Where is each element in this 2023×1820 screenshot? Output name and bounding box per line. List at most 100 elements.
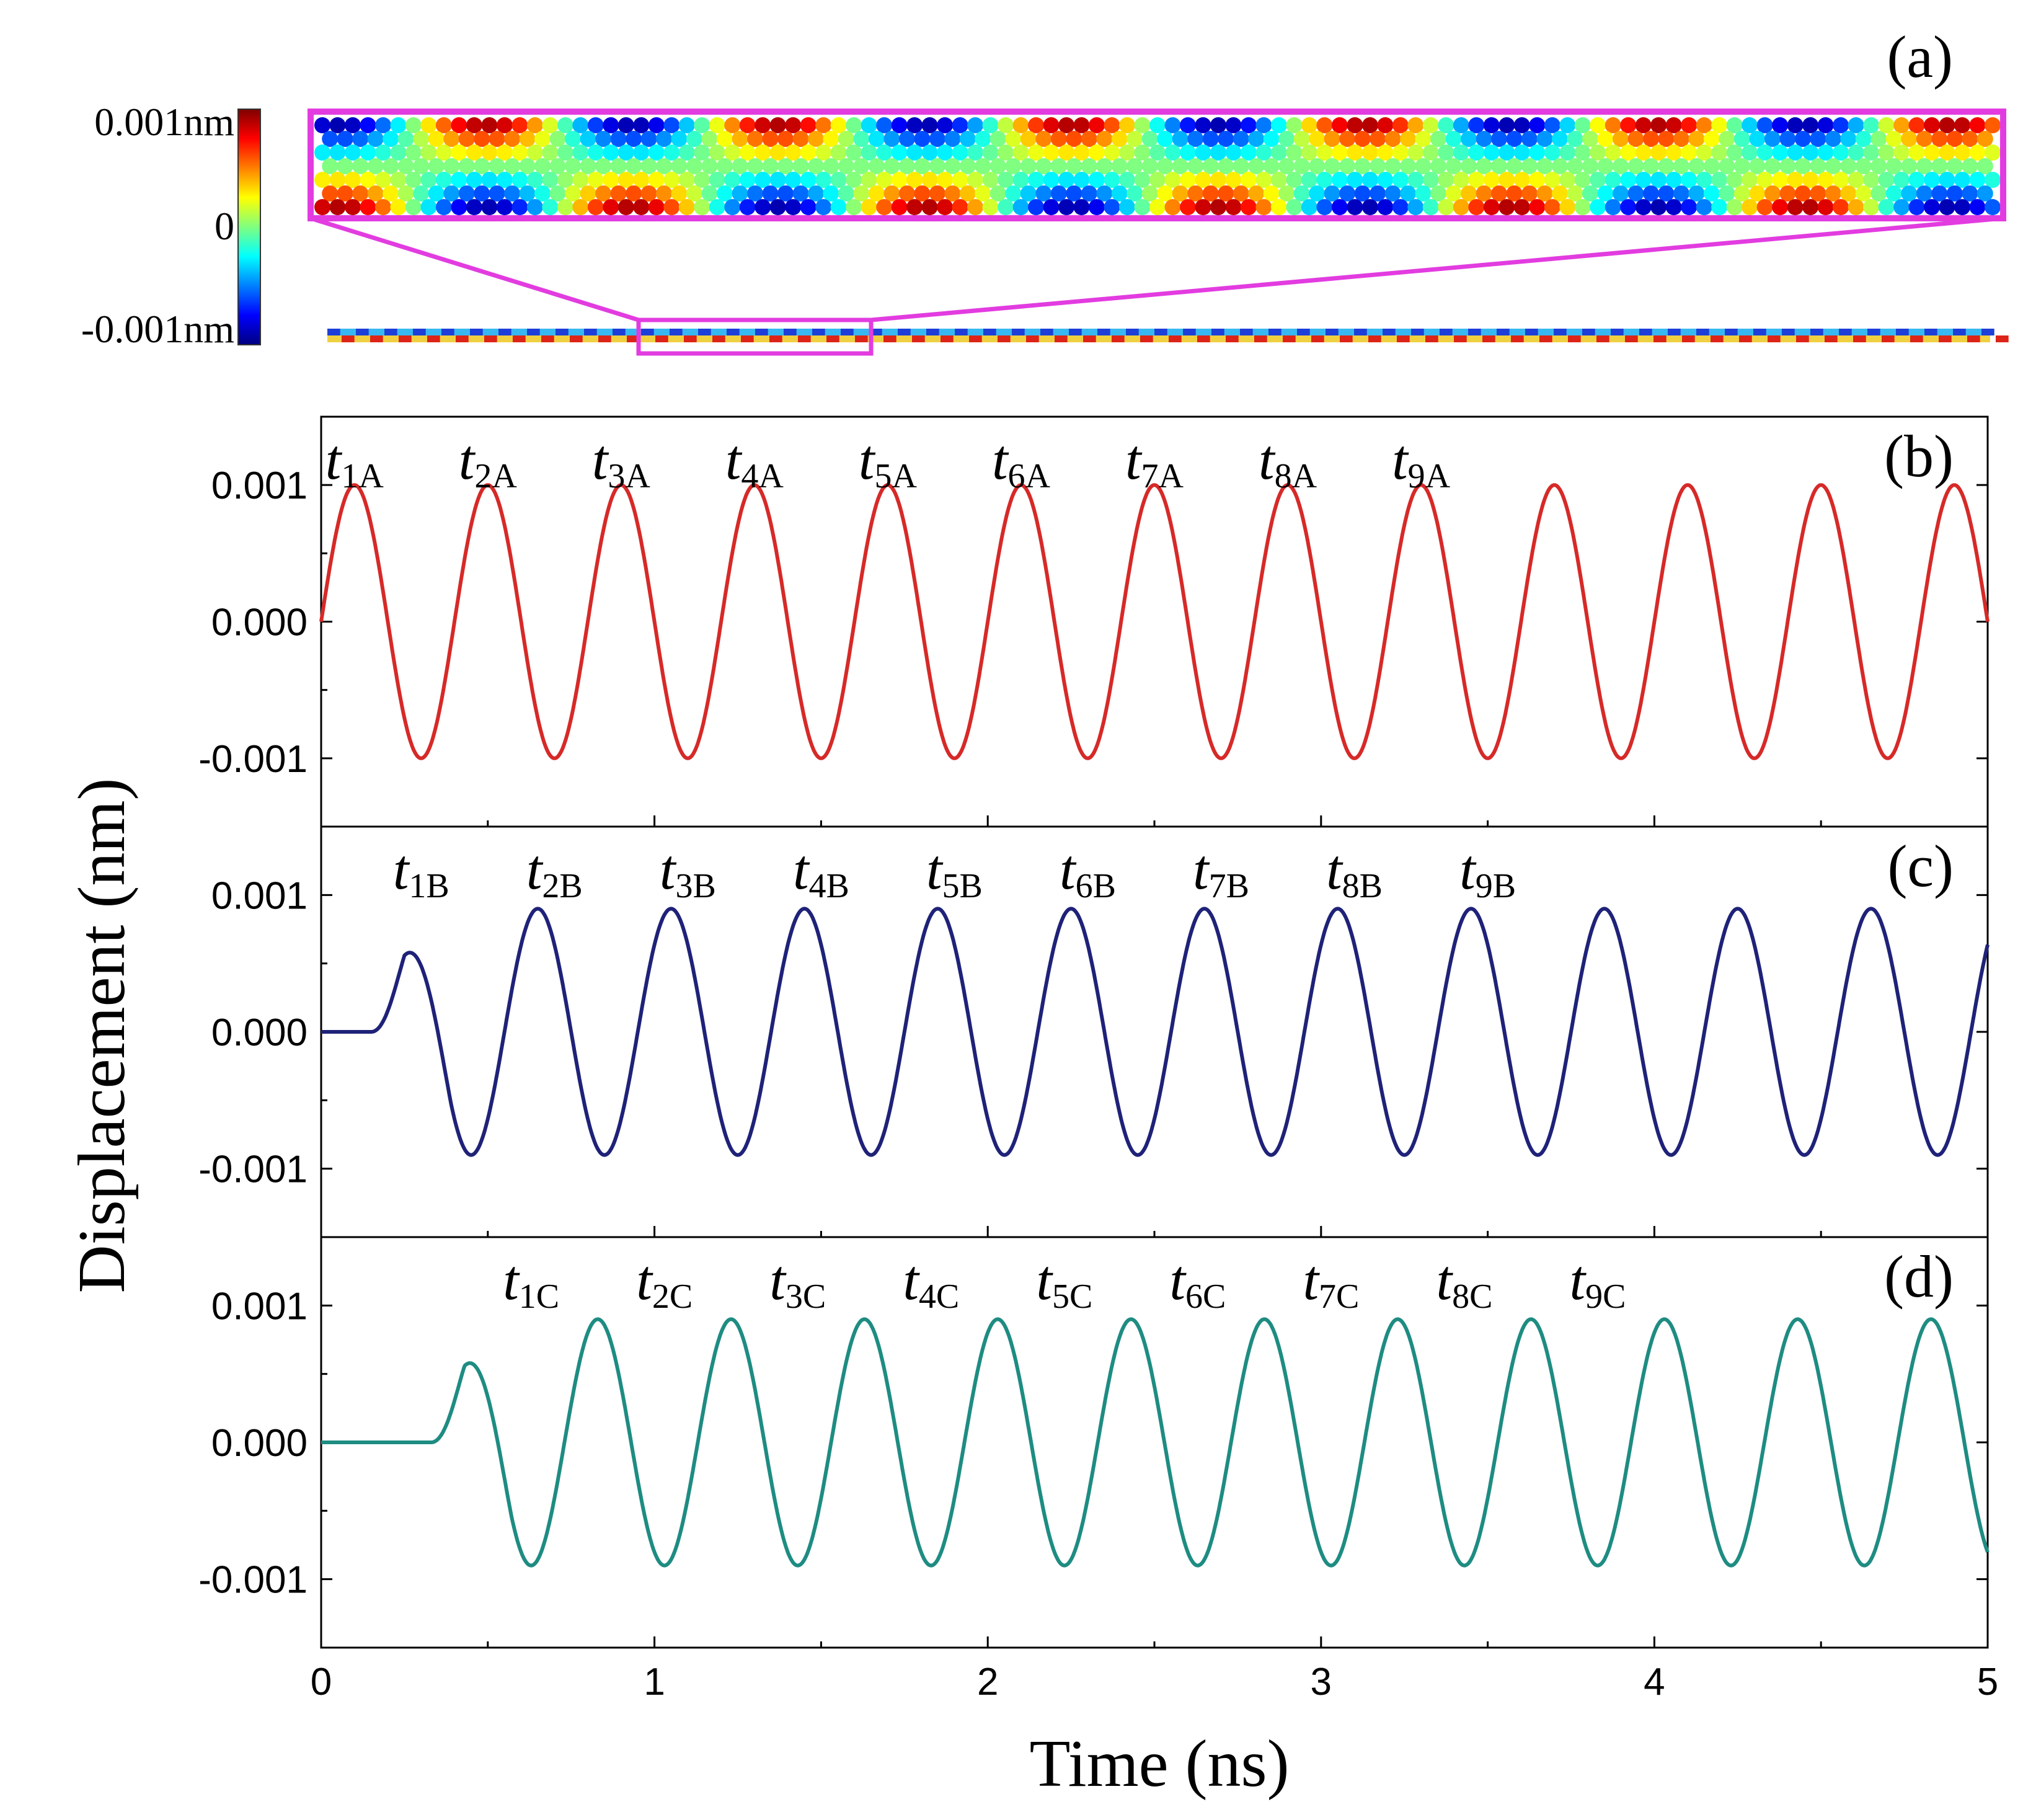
atom: [883, 131, 900, 147]
atom: [367, 158, 384, 174]
atom: [1354, 131, 1371, 147]
atom: [1020, 131, 1037, 147]
peak-annotation: t6B: [1060, 838, 1116, 905]
atom: [989, 131, 1006, 147]
atom: [1582, 185, 1598, 202]
atom: [1073, 199, 1090, 215]
atom: [1164, 199, 1181, 215]
full-strip-blue-segment: [727, 329, 740, 335]
atom: [1764, 158, 1781, 174]
atom: [830, 199, 847, 215]
atom: [1058, 172, 1075, 188]
atom: [1863, 144, 1880, 161]
atom: [1559, 199, 1576, 215]
atom: [998, 117, 1014, 133]
atom: [732, 158, 748, 174]
full-strip-red-segment: [598, 335, 611, 342]
atom: [1127, 185, 1143, 202]
atom: [1863, 117, 1880, 133]
atom: [1627, 185, 1644, 202]
atom: [1043, 117, 1060, 133]
atom: [1620, 117, 1637, 133]
atom: [618, 117, 634, 133]
atom: [830, 117, 847, 133]
atom: [959, 158, 976, 174]
atom: [739, 172, 756, 188]
atom: [405, 199, 422, 215]
atom: [1377, 172, 1394, 188]
atom: [1263, 158, 1280, 174]
atom: [1483, 199, 1500, 215]
atom: [929, 185, 945, 202]
atom: [868, 131, 885, 147]
atom: [1012, 172, 1029, 188]
atom: [1772, 199, 1789, 215]
peak-annotation: t2A: [459, 428, 518, 495]
atom: [1536, 158, 1553, 174]
atom: [458, 131, 475, 147]
series-line-point-B: [320, 907, 1990, 1157]
x-tick-label: 0: [311, 1661, 332, 1703]
atom: [1180, 144, 1196, 161]
full-strip-red-segment: [1625, 335, 1638, 342]
atom: [678, 172, 695, 188]
full-strip-blue-segment: [413, 329, 426, 335]
atom: [861, 172, 877, 188]
atom: [1111, 185, 1128, 202]
atom: [1559, 117, 1576, 133]
atom: [626, 158, 642, 174]
full-strip-blue-segment: [1896, 329, 1909, 335]
atom: [1635, 172, 1652, 188]
full-strip-red-segment: [1311, 335, 1324, 342]
full-strip-blue-segment: [1753, 329, 1766, 335]
atom: [1878, 199, 1895, 215]
peak-annotation: t4C: [903, 1248, 959, 1316]
atom: [603, 199, 619, 215]
atom: [1339, 185, 1356, 202]
zoom-frame: [308, 109, 2006, 221]
atom: [1779, 131, 1796, 147]
atom: [1164, 144, 1181, 161]
atom: [519, 158, 536, 174]
atom: [952, 199, 968, 215]
full-strip-red-segment: [1682, 335, 1695, 342]
full-strip-blue-segment: [1383, 329, 1396, 335]
atom: [1749, 185, 1766, 202]
plot-frame: [320, 1236, 1989, 1649]
atom: [1430, 158, 1447, 174]
atom: [1058, 117, 1075, 133]
full-strip-red-segment: [1825, 335, 1838, 342]
atom: [1050, 185, 1067, 202]
atom: [1742, 117, 1758, 133]
atom: [1696, 199, 1712, 215]
peak-annotation: t5A: [859, 428, 918, 495]
atom: [587, 172, 604, 188]
atom: [1650, 172, 1667, 188]
panel-label: (c): [1887, 833, 1954, 899]
atom: [967, 172, 984, 188]
atom: [618, 199, 634, 215]
atom: [1157, 131, 1174, 147]
atom: [1384, 185, 1401, 202]
atom: [1195, 117, 1211, 133]
atom: [618, 172, 634, 188]
full-strip-red-segment: [484, 335, 497, 342]
atom: [815, 117, 832, 133]
atom: [474, 131, 490, 147]
atom: [1286, 117, 1303, 133]
atom: [1977, 158, 1993, 174]
full-strip-red-segment: [1169, 335, 1182, 342]
full-strip-blue-segment: [384, 329, 397, 335]
full-strip-blue-segment: [1554, 329, 1567, 335]
atom: [1468, 199, 1485, 215]
atom: [451, 144, 467, 161]
atom: [762, 185, 779, 202]
atom: [322, 185, 339, 202]
zoom-connector-right: [870, 216, 2004, 322]
atom: [1901, 158, 1918, 174]
atom: [678, 117, 695, 133]
atom: [671, 131, 688, 147]
peak-annotation: t7B: [1193, 838, 1249, 905]
atom: [1924, 172, 1940, 188]
peak-annotation: t5C: [1036, 1248, 1092, 1316]
